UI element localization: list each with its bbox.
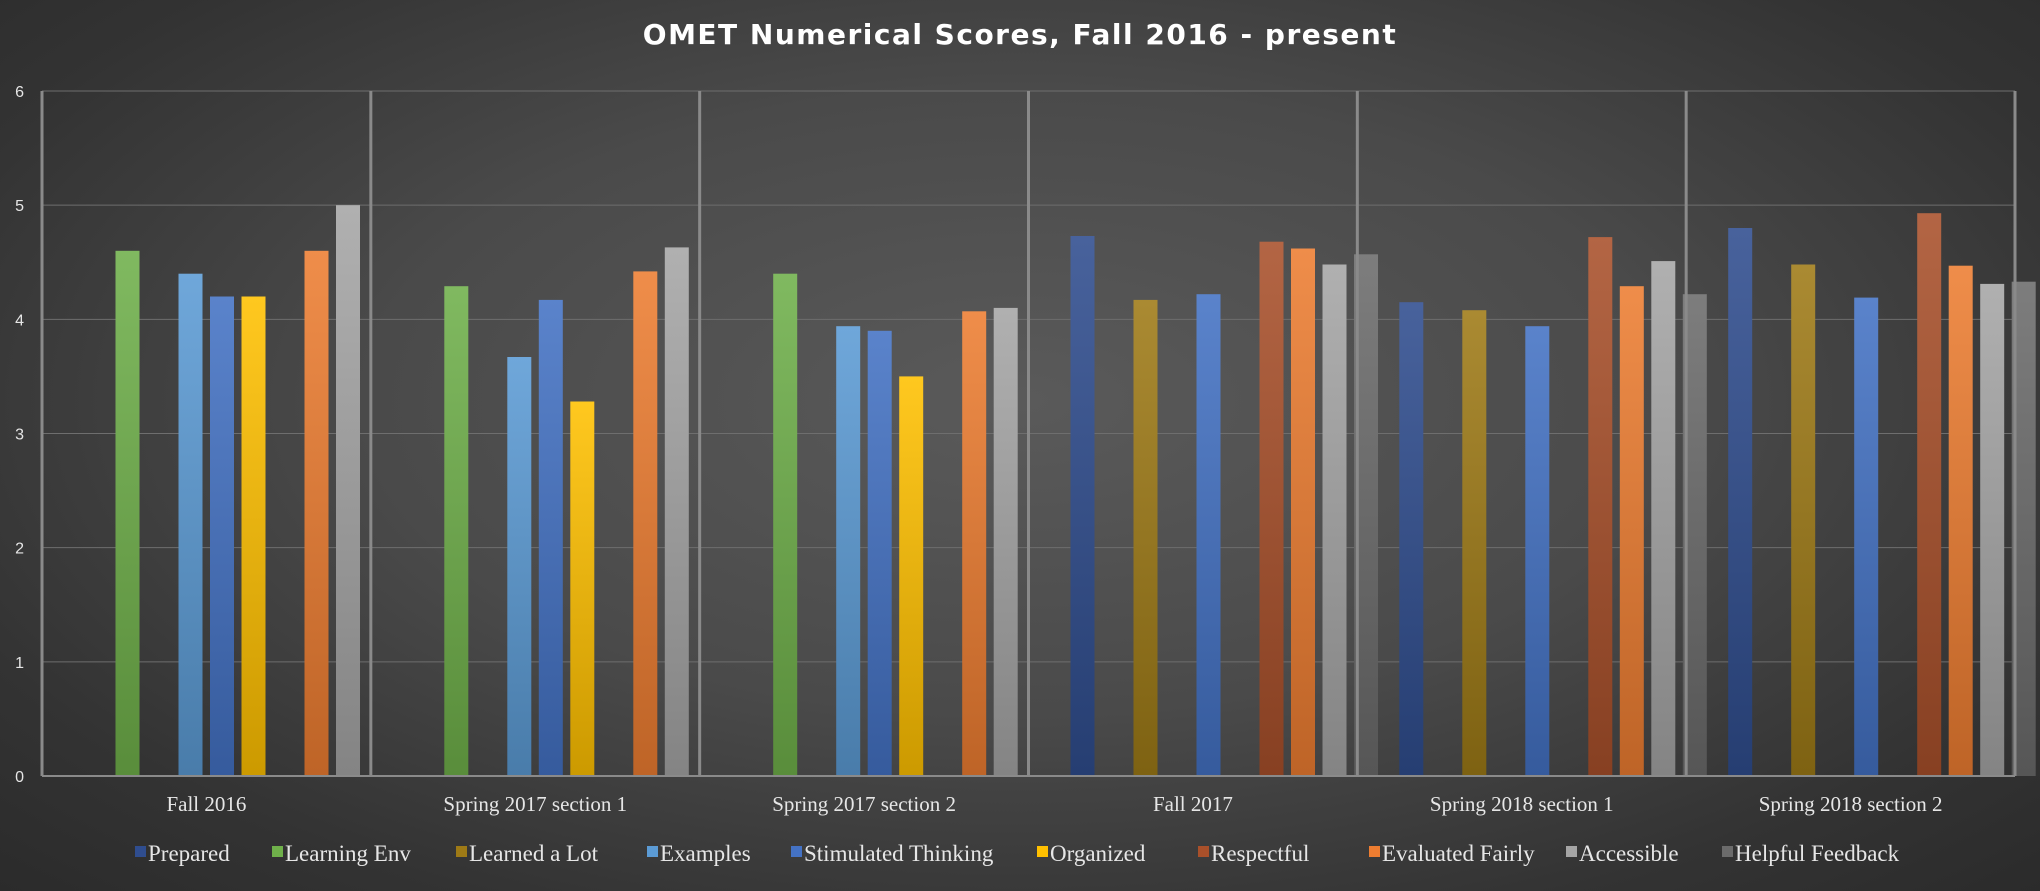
bar-stimulated-thinking — [210, 296, 234, 776]
bar-learning-env — [115, 250, 140, 777]
legend-swatch — [1566, 846, 1577, 857]
bar-stimulated-thinking — [538, 299, 563, 776]
bar-accessible — [993, 307, 1018, 776]
legend-label: Accessible — [1579, 841, 1679, 866]
bar-evaluated-fairly — [1291, 248, 1315, 776]
x-tick-label: Fall 2017 — [1153, 792, 1233, 816]
x-tick-label: Spring 2018 section 1 — [1430, 792, 1614, 816]
bar-organized — [899, 376, 924, 776]
bar-learned-a-lot — [1791, 264, 1816, 776]
y-tick-label: 0 — [15, 769, 24, 786]
legend-swatch — [456, 846, 467, 857]
bar-evaluated-fairly — [962, 311, 987, 776]
chart-title: OMET Numerical Scores, Fall 2016 - prese… — [642, 18, 1398, 51]
bar-examples — [507, 357, 532, 776]
bar-learned-a-lot — [1462, 310, 1487, 776]
bar-accessible — [1980, 283, 2005, 776]
legend-label: Stimulated Thinking — [804, 841, 994, 866]
legend: Prepared Learning Env Learned a Lot Example… — [135, 841, 1900, 866]
legend-label: Helpful Feedback — [1735, 841, 1900, 866]
bar-stimulated-thinking — [867, 330, 892, 777]
legend-swatch — [791, 846, 802, 857]
bar-examples — [836, 326, 861, 776]
y-tick-label: 5 — [15, 198, 24, 215]
bar-evaluated-fairly — [1948, 265, 1973, 776]
legend-label: Learning Env — [285, 841, 411, 866]
y-tick-label: 6 — [15, 84, 24, 101]
legend-swatch — [1722, 846, 1733, 857]
y-tick-label: 4 — [15, 312, 24, 329]
legend-swatch — [647, 846, 658, 857]
x-tick-label: Spring 2017 section 2 — [772, 792, 956, 816]
bar-evaluated-fairly — [304, 250, 329, 777]
bar-accessible — [1322, 264, 1347, 776]
bar-stimulated-thinking — [1525, 326, 1550, 776]
legend-label: Examples — [660, 841, 751, 866]
axes: 0 1 2 3 4 5 6 Fall 2016 Spring 2017 section 1 Spr… — [15, 84, 2017, 816]
bar-learning-env — [444, 286, 469, 776]
bars — [115, 205, 2036, 777]
legend-label: Evaluated Fairly — [1382, 841, 1535, 866]
bar-prepared — [1399, 302, 1424, 776]
bar-accessible — [1651, 261, 1676, 777]
bar-learned-a-lot — [1133, 299, 1158, 776]
y-tick-label: 2 — [15, 541, 24, 558]
bar-examples — [178, 273, 203, 776]
y-tick-label: 3 — [15, 427, 24, 444]
bar-evaluated-fairly — [1619, 286, 1644, 776]
legend-label: Respectful — [1211, 841, 1309, 866]
x-tick-label: Fall 2016 — [166, 792, 246, 816]
legend-swatch — [135, 846, 146, 857]
bar-respectful — [1588, 237, 1613, 777]
bar-respectful — [1259, 241, 1284, 776]
legend-swatch — [1198, 846, 1209, 857]
bar-accessible — [336, 205, 360, 776]
y-tick-label: 1 — [15, 655, 24, 672]
bar-prepared — [1728, 228, 1753, 776]
legend-swatch — [1369, 846, 1380, 857]
bar-organized — [241, 296, 266, 776]
bar-accessible — [664, 247, 689, 776]
bar-prepared — [1070, 236, 1095, 776]
legend-label: Prepared — [148, 841, 230, 866]
legend-swatch — [272, 846, 283, 857]
bar-learning-env — [773, 273, 798, 776]
legend-label: Learned a Lot — [469, 841, 599, 866]
bar-stimulated-thinking — [1196, 294, 1221, 776]
legend-label: Organized — [1050, 841, 1146, 866]
legend-swatch — [1037, 846, 1048, 857]
x-tick-label: Spring 2018 section 2 — [1759, 792, 1943, 816]
x-tick-label: Spring 2017 section 1 — [443, 792, 627, 816]
bar-respectful — [1917, 213, 1942, 776]
bar-organized — [570, 401, 595, 776]
bar-stimulated-thinking — [1854, 297, 1879, 776]
bar-evaluated-fairly — [633, 271, 658, 776]
